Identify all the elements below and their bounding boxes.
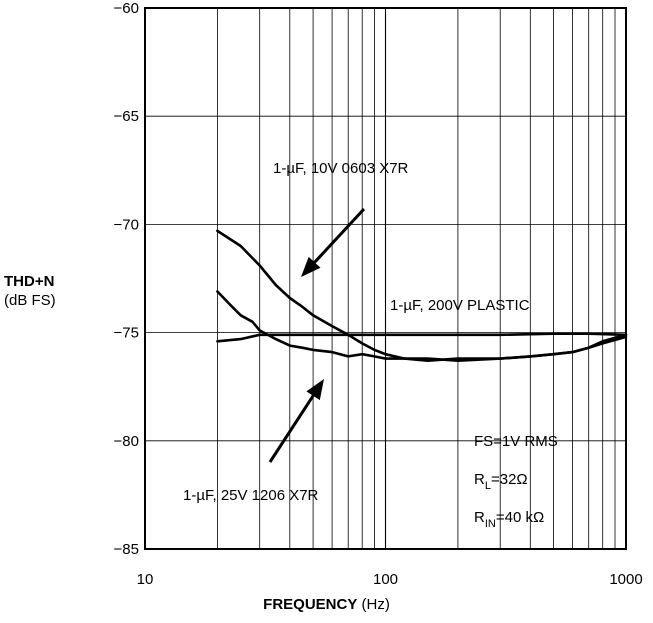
arrow-25v-x7r-head bbox=[306, 379, 324, 401]
label-rin: RIN=40 kΩ bbox=[474, 509, 544, 530]
y-tick-label: −70 bbox=[114, 216, 139, 233]
grid-lines bbox=[145, 7, 626, 550]
rin-sub: IN bbox=[485, 518, 496, 530]
label-200v-plastic: 1-µF, 200V PLASTIC bbox=[390, 297, 530, 314]
y-tick-label: −75 bbox=[114, 325, 139, 342]
rl-sub: L bbox=[485, 480, 491, 492]
x-axis-title: FREQUENCY bbox=[263, 596, 358, 613]
y-tick-labels: −60 −65 −70 −75 −80 −85 bbox=[114, 0, 139, 558]
arrow-10v-x7r-head bbox=[301, 256, 321, 277]
arrow-25v-x7r-shaft bbox=[268, 394, 315, 463]
rin-main: R bbox=[474, 509, 485, 526]
y-axis-label: THD+N (dB FS) bbox=[4, 272, 56, 310]
plot-frame bbox=[144, 7, 627, 550]
rin-value: =40 kΩ bbox=[496, 509, 544, 526]
label-fs: FS=1V RMS bbox=[474, 433, 558, 450]
rl-main: R bbox=[474, 471, 485, 488]
x-tick-labels: 10 100 1000 bbox=[137, 571, 643, 588]
series-line-200v-plastic bbox=[216, 332, 628, 343]
annotations: 1-µF, 10V 0603 X7R 1-µF, 200V PLASTIC 1-… bbox=[183, 160, 558, 530]
series-lines bbox=[216, 229, 628, 363]
series-line-25v-x7r bbox=[216, 290, 628, 363]
annotation-arrows bbox=[268, 207, 366, 463]
y-tick-label: −80 bbox=[114, 433, 139, 450]
label-10v-x7r: 1-µF, 10V 0603 X7R bbox=[273, 160, 409, 177]
rl-value: =32Ω bbox=[491, 471, 528, 488]
y-tick-label: −60 bbox=[114, 0, 139, 17]
x-tick-label: 100 bbox=[373, 571, 398, 588]
y-axis-unit: (dB FS) bbox=[4, 292, 56, 309]
y-axis-title: THD+N bbox=[4, 273, 55, 290]
y-tick-label: −85 bbox=[114, 541, 139, 558]
y-tick-label: −65 bbox=[114, 108, 139, 125]
x-tick-label: 10 bbox=[137, 571, 154, 588]
label-25v-x7r: 1-µF, 25V 1206 X7R bbox=[183, 487, 319, 504]
x-axis-label: FREQUENCY (Hz) bbox=[0, 596, 653, 613]
label-rl: RL=32Ω bbox=[474, 471, 528, 492]
arrow-10v-x7r-shaft bbox=[313, 207, 366, 264]
x-tick-label: 1000 bbox=[609, 571, 642, 588]
x-axis-unit: (Hz) bbox=[361, 596, 390, 613]
